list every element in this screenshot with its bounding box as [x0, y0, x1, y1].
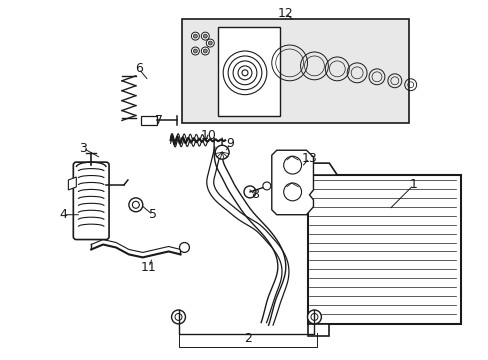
Bar [218, 27, 279, 116]
Text: 3: 3 [79, 142, 87, 155]
Text: 10: 10 [200, 129, 216, 142]
Circle shape [191, 32, 199, 40]
Circle shape [201, 32, 209, 40]
Polygon shape [271, 150, 313, 215]
FancyBboxPatch shape [73, 162, 109, 239]
Polygon shape [307, 324, 328, 336]
Text: 11: 11 [141, 261, 156, 274]
Circle shape [203, 34, 207, 38]
Text: 6: 6 [135, 62, 142, 75]
Text: 7: 7 [154, 114, 163, 127]
Text: 5: 5 [148, 208, 156, 221]
Polygon shape [68, 177, 76, 190]
Text: 9: 9 [226, 137, 234, 150]
Text: 8: 8 [250, 188, 258, 201]
Circle shape [193, 49, 197, 53]
Circle shape [193, 34, 197, 38]
Text: 12: 12 [277, 7, 293, 20]
Circle shape [201, 47, 209, 55]
Circle shape [208, 41, 212, 45]
Circle shape [244, 186, 255, 198]
Text: 4: 4 [60, 208, 67, 221]
Polygon shape [307, 163, 337, 175]
Circle shape [129, 198, 142, 212]
Circle shape [215, 145, 229, 159]
Bar [141, 116, 156, 125]
Circle shape [263, 182, 270, 190]
Circle shape [206, 39, 214, 47]
Circle shape [179, 243, 189, 252]
Bar [307, 175, 460, 324]
Circle shape [191, 47, 199, 55]
Text: 13: 13 [301, 152, 317, 165]
Circle shape [203, 49, 207, 53]
Text: 1: 1 [409, 179, 417, 192]
Circle shape [307, 310, 321, 324]
Text: 2: 2 [244, 332, 251, 345]
Bar [182, 19, 408, 123]
Circle shape [171, 310, 185, 324]
